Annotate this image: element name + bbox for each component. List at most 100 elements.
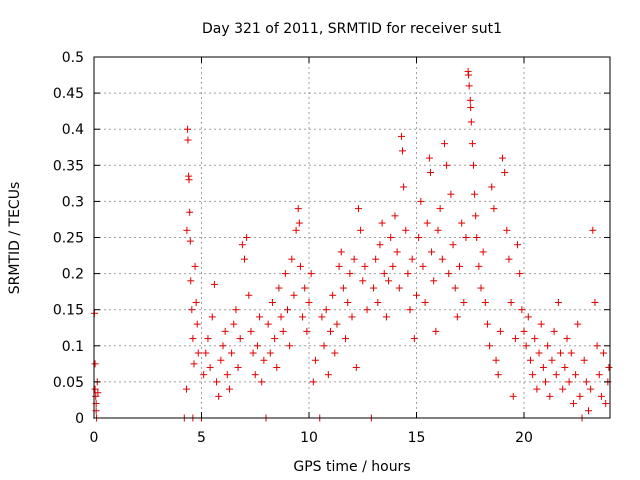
data-point [271,335,279,343]
data-point [449,241,457,249]
data-point [295,219,303,227]
data-point [202,349,210,357]
data-point [490,205,498,213]
data-point [400,183,408,191]
data-point [567,349,575,357]
data-point [94,389,102,397]
data-point [595,371,603,379]
data-point [471,190,479,198]
data-point [320,342,328,350]
data-point [301,284,309,292]
y-tick-label: 0.35 [53,158,84,174]
data-point [542,378,549,386]
data-point [587,385,595,393]
data-point [339,284,347,292]
data-point [522,342,530,350]
data-point [585,407,592,415]
data-point [286,342,294,350]
data-point [417,197,425,205]
data-point [185,176,193,184]
data-point [552,371,560,379]
data-point [572,371,580,379]
data-point [468,140,476,148]
x-tick-label: 5 [197,430,206,446]
data-point [223,371,231,379]
data-point [245,291,253,299]
data-point [460,298,468,306]
data-point [524,313,532,321]
data-point [281,270,289,278]
data-point [327,327,334,335]
y-tick-label: 0.05 [53,375,84,391]
data-point [243,234,251,241]
data-point [236,335,244,343]
data-point [372,255,380,263]
data-point [434,226,442,234]
data-point [440,140,448,148]
data-point [251,371,259,379]
data-point [546,392,554,400]
y-tick-label: 0 [75,411,84,427]
data-point [544,342,552,350]
data-point [399,147,407,155]
data-point [496,327,504,335]
data-point [311,356,319,364]
data-point [253,342,261,350]
data-point [501,169,509,177]
data-point [475,262,483,270]
data-point [354,205,362,213]
data-point [380,270,388,278]
data-point [447,190,455,198]
plot-frame [93,56,611,419]
data-point [531,335,539,343]
data-point [296,262,304,270]
data-point [292,226,300,234]
data-point [402,226,410,234]
data-point [453,313,461,321]
data-point [574,320,582,328]
data-point [348,313,356,321]
data-point [410,335,418,343]
data-point [467,104,475,112]
data-point [241,255,248,263]
data-point [182,385,190,393]
data-point [423,219,431,227]
data-point [256,313,264,321]
y-tick-label: 0.2 [62,267,84,283]
data-point [397,132,405,140]
data-point [357,226,365,234]
data-point [247,327,255,335]
data-point [426,169,434,177]
data-point [193,320,201,328]
data-point [186,208,194,216]
data-point [421,298,429,306]
data-point [472,212,480,220]
x-tick-label: 20 [515,430,533,446]
data-point [294,205,302,213]
data-point [228,349,236,357]
data-point [184,136,192,144]
data-point [516,270,524,278]
data-point [290,291,298,299]
data-point [217,356,225,364]
data-point [337,248,345,256]
data-point [186,237,194,245]
data-point [279,327,287,335]
data-point [303,327,311,335]
data-point [268,298,276,306]
data-point [210,280,218,288]
data-point [359,277,367,285]
data-point [382,313,390,321]
y-axis-label: SRMTID / TECUs [7,182,23,295]
data-point [406,306,414,314]
y-tick-label: 0.15 [53,303,84,319]
data-point [430,277,438,285]
x-tick-label: 0 [90,430,99,446]
data-points [90,67,613,422]
data-point [234,363,242,371]
data-point [194,349,202,357]
data-point [238,241,246,249]
data-point [213,378,221,386]
data-point [602,400,610,408]
y-tick-label: 0.25 [53,231,84,247]
